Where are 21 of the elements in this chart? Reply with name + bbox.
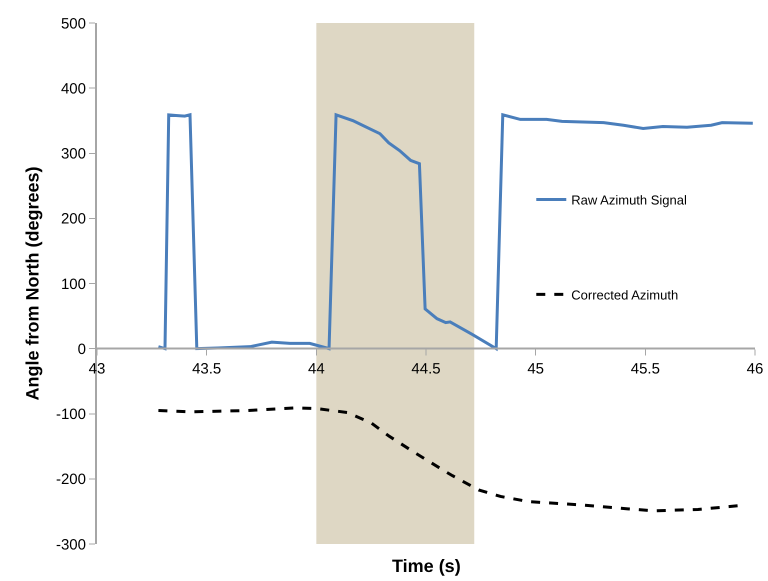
y-tick-label: 300 [60,146,86,162]
x-tick-label: 45.5 [630,360,660,378]
x-tick-label: 43 [88,360,106,378]
x-axis-title: Time (s) [392,556,461,576]
x-tick-label: 46 [746,360,764,378]
legend-label: Raw Azimuth Signal [571,192,687,208]
line-series [156,113,754,350]
y-tick-label: -300 [56,536,86,554]
y-tick-label: 100 [60,276,86,293]
x-tick-label: 44.5 [411,360,441,378]
x-tick-label: 44 [308,360,325,378]
y-axis-title: Angle from North (degrees) [22,166,43,401]
y-tick-label: 500 [60,15,86,32]
x-tick-label: 45 [527,360,544,378]
x-tick-label: 43.5 [192,360,222,378]
y-tick-label: 200 [60,210,86,228]
y-tick-label: 0 [78,340,86,358]
y-tick-label: -200 [56,471,86,488]
legend-label: Corrected Azimuth [571,287,678,302]
y-tick-label: 400 [60,80,86,98]
y-tick-label: -100 [56,406,86,423]
